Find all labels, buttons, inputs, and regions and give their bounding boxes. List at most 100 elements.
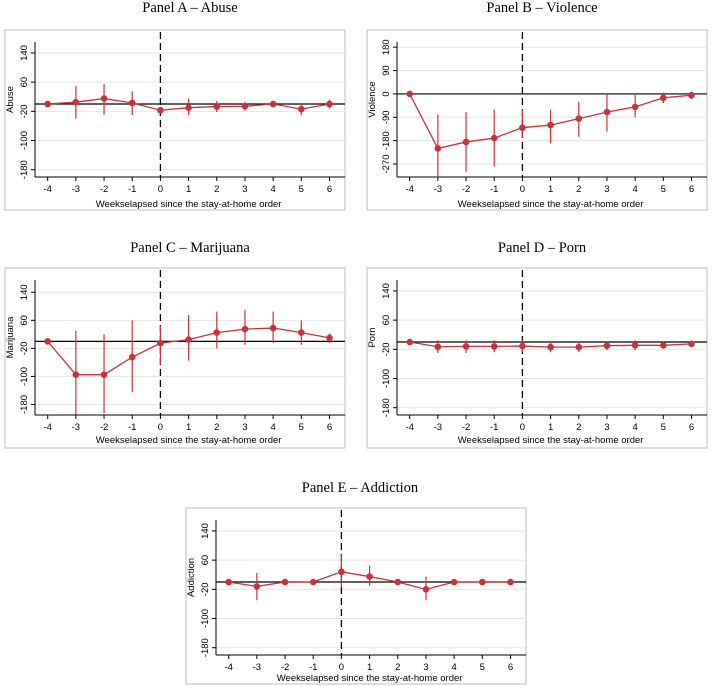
panel-b-point — [462, 138, 470, 146]
panel-d-y-tick-label: -180 — [381, 398, 392, 417]
panel-b-x-tick-label: -1 — [490, 184, 498, 195]
panel-e-point — [507, 578, 514, 586]
panel-c-x-tick-label: 0 — [158, 422, 163, 433]
panel-b-point — [406, 90, 413, 98]
panel-d-point — [519, 342, 526, 350]
panel-b-x-tick-label: 3 — [604, 184, 609, 195]
panel-a-x-axis-label: Weekselapsed since the stay-at-home orde… — [96, 199, 282, 210]
panel-e-x-axis-label: Weekselapsed since the stay-at-home orde… — [277, 673, 463, 684]
panel-d-x-tick-label: -1 — [490, 422, 498, 433]
panel-d-frame — [366, 267, 708, 449]
panel-e-point — [422, 586, 430, 593]
panel-d-x-axis-label: Weekselapsed since the stay-at-home orde… — [458, 435, 644, 446]
panel-a-x-tick-label: -3 — [72, 184, 80, 195]
panel-d-point — [490, 343, 498, 350]
panel-b-point — [603, 108, 611, 116]
panel-c-y-tick-label: 60 — [19, 315, 30, 326]
panel-a-y-tick-label: 60 — [19, 77, 30, 88]
panel-c-x-tick-label: -1 — [128, 422, 136, 433]
panel-c-x-tick-label: -3 — [72, 422, 80, 433]
panel-c-x-tick-label: 5 — [299, 422, 304, 433]
panel-d-x-tick-label: -2 — [462, 422, 470, 433]
panel-a-y-tick-label: -20 — [19, 104, 30, 118]
panel-d-x-tick-label: 2 — [576, 422, 581, 433]
panel-e-point — [450, 578, 458, 586]
panel-a-point — [213, 103, 221, 110]
panel-c-title: Panel C – Marijuana — [130, 240, 250, 256]
panel-c-x-tick-label: 2 — [214, 422, 219, 433]
panel-d-point — [631, 342, 639, 349]
panel-b-y-tick-label: 90 — [381, 65, 392, 76]
panel-d-point — [660, 342, 667, 349]
panel-a-point — [185, 104, 192, 111]
panel-b-point — [575, 115, 583, 122]
panel-b-x-tick-label: -2 — [462, 184, 470, 195]
panel-c-frame — [4, 267, 346, 449]
panel-c-y-tick-label: 140 — [19, 284, 30, 300]
panel-e-y-tick-label: 140 — [200, 523, 211, 539]
panel-b-x-tick-label: 5 — [661, 184, 666, 195]
panel-c-x-tick-label: 4 — [270, 422, 275, 433]
panel-d-x-tick-label: 4 — [632, 422, 637, 433]
panel-e-x-tick-label: -3 — [253, 662, 261, 673]
panel-a-x-tick-label: 2 — [214, 184, 219, 195]
panel-b-point — [547, 121, 554, 129]
panel-c-x-tick-label: 3 — [242, 422, 247, 433]
panel-e-point — [253, 583, 261, 590]
panel-e-y-tick-label: -20 — [200, 582, 211, 596]
panel-c-y-tick-label: -180 — [19, 395, 30, 414]
panel-e-frame — [185, 507, 527, 685]
panel-b-y-tick-label: -180 — [381, 131, 392, 150]
panel-a-x-tick-label: 6 — [327, 184, 332, 195]
panel-c-x-tick-label: 1 — [186, 422, 191, 433]
panel-c-x-axis-label: Weekselapsed since the stay-at-home orde… — [96, 435, 282, 446]
panel-a-x-tick-label: 4 — [270, 184, 275, 195]
panel-a-y-tick-label: 140 — [19, 45, 30, 61]
panel-e-x-tick-label: -4 — [224, 662, 232, 673]
panel-b-y-tick-label: 180 — [381, 39, 392, 55]
panel-c-point — [157, 339, 164, 347]
panel-e-x-tick-label: 1 — [367, 662, 372, 673]
panel-d-x-tick-label: 0 — [520, 422, 525, 433]
panel-b-point — [519, 124, 526, 131]
panel-e-point — [366, 573, 373, 580]
panel-a-title: Panel A – Abuse — [142, 0, 238, 16]
panel-c-point — [298, 329, 305, 336]
panel-c-x-tick-label: -2 — [100, 422, 108, 433]
panel-a-point — [100, 95, 108, 102]
panel-b-point — [631, 103, 639, 111]
panel-a-point — [128, 99, 136, 107]
panel-e-x-tick-label: 0 — [339, 662, 344, 673]
panel-a-point — [241, 102, 249, 110]
panel-b-x-tick-label: 2 — [576, 184, 581, 195]
panel-b-x-tick-label: 6 — [689, 184, 694, 195]
panel-d-y-tick-label: -100 — [381, 369, 392, 388]
panel-c-y-axis-label: Marijuana — [5, 316, 16, 358]
panel-d-title: Panel D – Porn — [497, 240, 587, 256]
panel-a-x-tick-label: -4 — [43, 184, 51, 195]
panel-a-point — [44, 100, 51, 108]
panel-d-x-tick-label: 5 — [661, 422, 666, 433]
panel-d-y-tick-label: 60 — [381, 315, 392, 326]
panel-d-y-tick-label: -20 — [381, 342, 392, 356]
panel-d-point — [603, 342, 611, 349]
panel-c-point — [44, 338, 51, 345]
panel-e-y-tick-label: 60 — [200, 555, 211, 566]
panel-d-point — [547, 343, 554, 351]
panel-a-x-tick-label: 5 — [299, 184, 304, 195]
panel-c-y-tick-label: -100 — [19, 367, 30, 386]
panel-d-point — [688, 340, 695, 348]
panel-d-x-tick-label: -4 — [405, 422, 413, 433]
panel-e-point — [479, 578, 486, 586]
panel-b-x-tick-label: 1 — [548, 184, 553, 195]
panel-a-point — [298, 105, 305, 113]
panel-c-point — [72, 371, 80, 378]
panel-b-y-axis-label: Violence — [367, 81, 378, 117]
panel-b-point — [490, 134, 498, 142]
panel-a-y-axis-label: Abuse — [5, 86, 16, 113]
panel-e-point — [309, 578, 317, 586]
panel-d-y-tick-label: 140 — [381, 283, 392, 299]
panel-b-y-tick-label: 0 — [381, 91, 392, 96]
panel-b-x-tick-label: -4 — [405, 184, 413, 195]
